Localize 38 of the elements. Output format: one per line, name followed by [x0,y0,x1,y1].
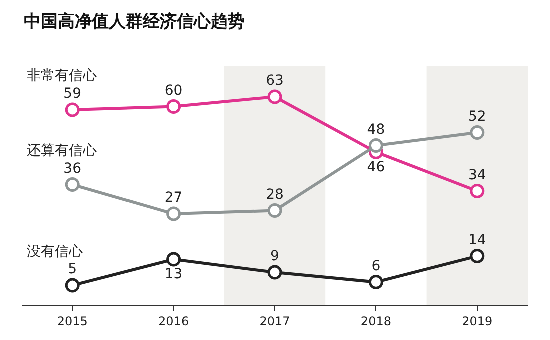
point [268,265,282,280]
data-label: 34 [468,167,486,184]
series-label: 没有信心 [27,244,83,260]
point [65,102,80,118]
data-label: 27 [164,190,183,206]
x-tick-label: 2015 [57,314,88,328]
x-tick-label: 2019 [462,314,493,328]
point [65,278,80,293]
x-tick-label: 2017 [260,314,290,328]
data-label: 59 [64,86,82,102]
data-label: 9 [270,248,280,265]
chart-title: 中国高净值人群经济信心趋势 [24,12,245,32]
point [166,206,182,222]
data-label: 14 [468,232,486,248]
data-label: 28 [266,186,284,203]
data-label: 5 [68,262,78,278]
point [268,204,282,218]
x-tick-label: 2016 [158,314,190,328]
text: 还算有信心 [27,143,97,159]
series-label: 非常有信心 [27,68,97,84]
data-label: 63 [266,73,284,89]
point [268,90,282,104]
data-label: 6 [372,258,381,274]
data-label: 60 [164,82,183,99]
point [470,126,485,140]
point [470,184,485,199]
data-label: 46 [367,159,386,176]
point [470,249,485,264]
point [65,178,80,192]
data-label: 36 [64,160,82,177]
point [368,138,384,154]
data-label: 52 [468,108,486,125]
data-label: 48 [367,122,386,138]
point [166,252,182,267]
point [368,275,384,290]
data-label: 13 [164,266,183,283]
x-tick-label: 2018 [360,314,392,328]
point [166,100,182,114]
